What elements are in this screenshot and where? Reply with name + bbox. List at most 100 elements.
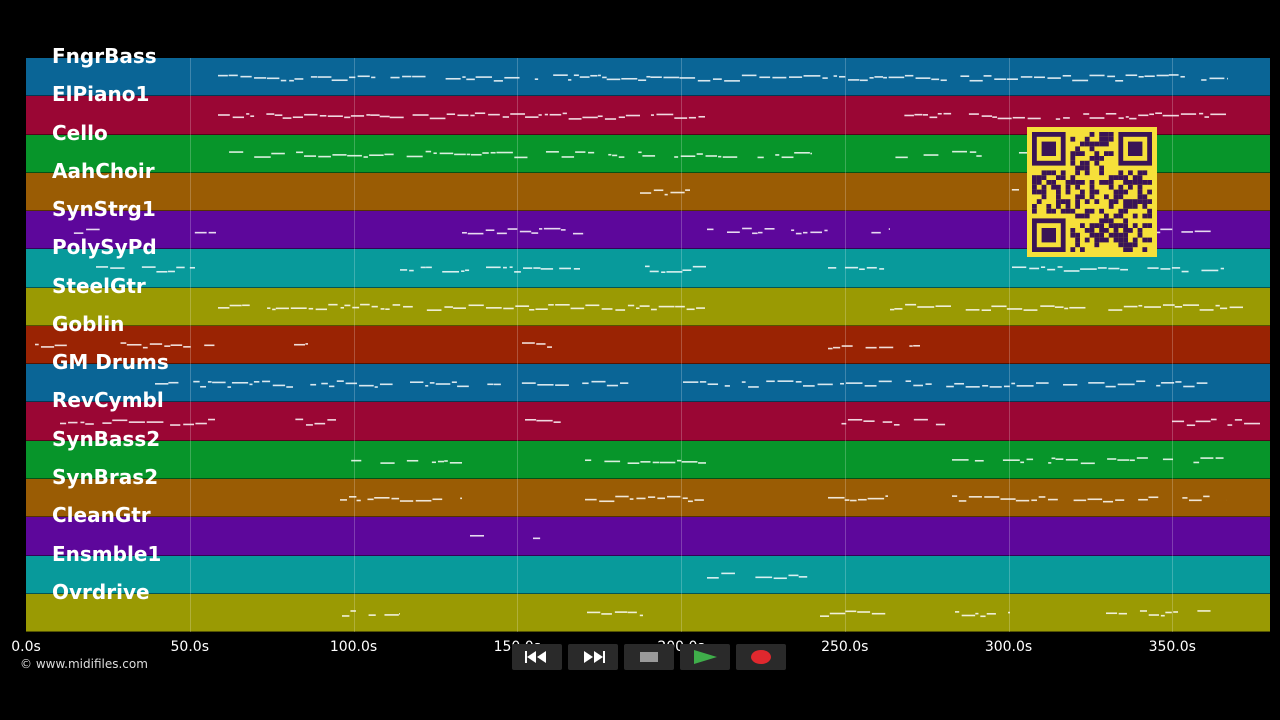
qr-module <box>1132 175 1138 180</box>
qr-module <box>1099 237 1104 243</box>
qr-module <box>1099 132 1104 137</box>
rewind-button[interactable] <box>512 644 562 670</box>
qr-module <box>1108 232 1114 238</box>
record-icon <box>751 650 771 664</box>
qr-module <box>1137 189 1143 195</box>
qr-module <box>1089 141 1095 147</box>
qr-module <box>1075 170 1080 176</box>
qr-module <box>1046 208 1052 214</box>
qr-module <box>1065 184 1071 190</box>
qr-module <box>1142 213 1148 219</box>
qr-module <box>1036 189 1042 195</box>
qr-module <box>1137 170 1143 176</box>
gridline <box>353 58 355 632</box>
qr-module <box>1147 208 1152 214</box>
qr-module <box>1080 165 1085 171</box>
qr-module <box>1132 180 1138 185</box>
qr-finder <box>1128 141 1143 156</box>
play-button[interactable] <box>680 644 730 670</box>
qr-module <box>1070 151 1076 156</box>
qr-module <box>1070 175 1076 180</box>
qr-module <box>1036 180 1042 185</box>
qr-module <box>1075 204 1080 209</box>
qr-module <box>1046 180 1052 185</box>
stop-button[interactable] <box>624 644 674 670</box>
qr-module <box>1056 189 1061 195</box>
qr-module <box>1142 204 1148 209</box>
qr-module <box>1075 237 1080 243</box>
qr-module <box>1142 237 1148 243</box>
qr-module <box>1147 237 1152 243</box>
track-lane <box>26 364 1270 403</box>
qr-module <box>1084 141 1090 147</box>
qr-module <box>1051 184 1056 190</box>
fast-forward-button[interactable] <box>568 644 618 670</box>
qr-module <box>1113 223 1119 228</box>
track-lane <box>26 555 1270 594</box>
qr-module <box>1099 136 1104 142</box>
qr-module <box>1142 223 1148 228</box>
qr-module <box>1094 151 1100 156</box>
qr-module <box>1075 151 1080 156</box>
track-name: FngrBass <box>52 44 157 68</box>
qr-module <box>1113 199 1119 204</box>
qr-module <box>1099 228 1104 233</box>
qr-module <box>1099 218 1104 224</box>
qr-module <box>1123 189 1128 195</box>
track-lane <box>26 58 1270 97</box>
qr-module <box>1104 136 1109 142</box>
qr-module <box>1132 204 1138 209</box>
qr-module <box>1104 218 1109 224</box>
qr-module <box>1089 223 1095 228</box>
qr-module <box>1104 237 1109 243</box>
qr-module <box>1084 136 1090 142</box>
qr-module <box>1070 180 1076 185</box>
copyright-text: © www.midifiles.com <box>20 657 148 671</box>
qr-module <box>1065 204 1071 209</box>
qr-module <box>1070 208 1076 214</box>
record-button[interactable] <box>736 644 786 670</box>
track-name: Cello <box>52 120 108 145</box>
qr-module <box>1041 189 1047 195</box>
qr-module <box>1118 213 1124 219</box>
qr-module <box>1084 228 1090 233</box>
time-tick-label: 250.0s <box>821 639 869 655</box>
qr-module <box>1123 199 1128 204</box>
track-name: SynBras2 <box>52 464 159 489</box>
qr-module <box>1094 156 1100 161</box>
qr-module <box>1089 208 1095 214</box>
qr-module <box>1056 194 1061 200</box>
track-lane <box>26 478 1270 518</box>
qr-code-icon <box>1027 127 1157 257</box>
qr-module <box>1032 175 1037 180</box>
track-name: Ensmble1 <box>52 541 162 566</box>
qr-module <box>1041 194 1047 200</box>
qr-module <box>1142 194 1148 200</box>
qr-module <box>1137 194 1143 200</box>
qr-module <box>1123 223 1128 228</box>
track-name: GM Drums <box>52 350 169 375</box>
qr-module <box>1032 204 1037 209</box>
qr-module <box>1041 170 1047 176</box>
qr-module <box>1113 194 1119 200</box>
stop-icon <box>640 652 658 662</box>
qr-module <box>1084 165 1090 171</box>
qr-module <box>1089 232 1095 238</box>
qr-module <box>1099 223 1104 228</box>
qr-module <box>1128 242 1133 248</box>
qr-module <box>1108 184 1114 190</box>
qr-module <box>1070 156 1076 161</box>
qr-module <box>1123 232 1128 238</box>
qr-module <box>1099 232 1104 238</box>
time-tick-label: 350.0s <box>1148 639 1196 655</box>
qr-module <box>1070 228 1076 233</box>
track-name: SynStrg1 <box>52 197 156 222</box>
qr-module <box>1123 228 1128 233</box>
qr-module <box>1075 165 1080 171</box>
qr-module <box>1084 213 1090 219</box>
track-name: AahChoir <box>52 158 155 183</box>
time-tick-label: 0.0s <box>11 639 41 655</box>
qr-module <box>1128 204 1133 209</box>
qr-module <box>1075 146 1080 152</box>
